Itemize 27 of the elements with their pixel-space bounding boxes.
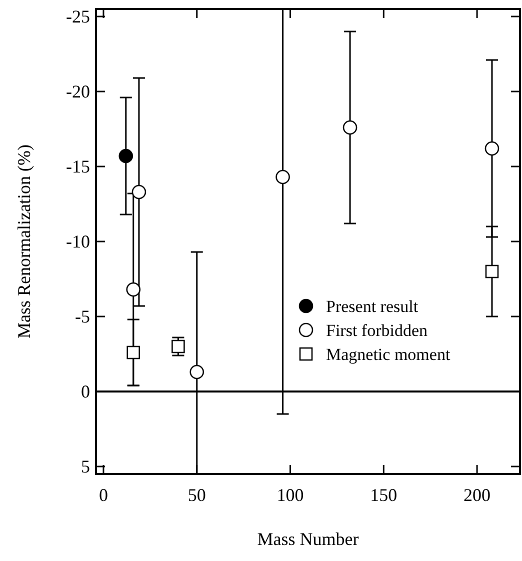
point (118, 148, 134, 164)
x-tick-label: 0 (98, 485, 108, 505)
legend-label: Magnetic moment (326, 345, 450, 364)
y-tick-label: 0 (81, 382, 90, 402)
point (484, 141, 500, 156)
y-tick-label: 5 (81, 456, 90, 476)
point (126, 282, 141, 297)
point (342, 120, 358, 135)
x-tick-label: 200 (464, 485, 491, 505)
y-tick-label: -10 (66, 232, 90, 252)
point (126, 346, 140, 360)
point (485, 264, 499, 278)
x-tick-label: 50 (188, 485, 206, 505)
point (276, 170, 290, 184)
legend-label: Present result (326, 297, 418, 316)
y-axis-title: Mass Renormalization (%) (14, 144, 34, 338)
x-axis-title: Mass Number (257, 529, 359, 549)
y-tick-label: -5 (75, 306, 90, 326)
x-tick-label: 100 (276, 485, 304, 505)
x-tick-label: 150 (370, 485, 398, 505)
point (172, 340, 185, 354)
point (132, 184, 146, 200)
y-tick-label: -15 (66, 156, 90, 176)
y-tick-label: -20 (66, 82, 90, 102)
legend-label: First forbidden (326, 321, 428, 340)
y-tick-label: -25 (66, 6, 90, 26)
point (190, 364, 204, 380)
